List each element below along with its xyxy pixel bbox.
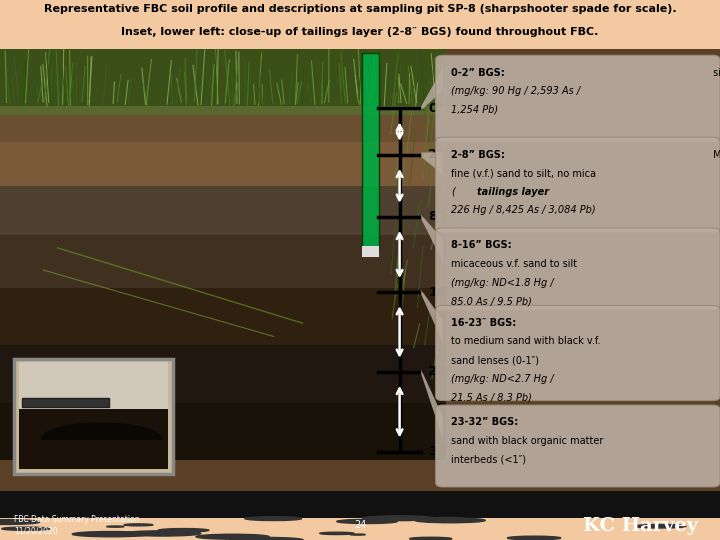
Text: 2-8” BGS:: 2-8” BGS: bbox=[451, 150, 505, 159]
Circle shape bbox=[337, 519, 397, 523]
Text: 226 Hg / 8,425 As / 3,084 Pb): 226 Hg / 8,425 As / 3,084 Pb) bbox=[451, 205, 596, 215]
Text: 8-16” BGS:: 8-16” BGS: bbox=[451, 240, 512, 251]
Text: 23″: 23″ bbox=[428, 366, 453, 379]
Text: fine (v.f.) sand to silt, no mica: fine (v.f.) sand to silt, no mica bbox=[451, 168, 596, 178]
Circle shape bbox=[320, 532, 354, 535]
Text: tailings layer: tailings layer bbox=[477, 187, 549, 197]
Circle shape bbox=[433, 517, 463, 519]
Circle shape bbox=[229, 537, 303, 540]
Text: 0″: 0″ bbox=[428, 102, 444, 115]
Text: sand with black organic matter: sand with black organic matter bbox=[451, 436, 604, 446]
FancyBboxPatch shape bbox=[14, 359, 173, 474]
Text: 85.0 As / 9.5 Pb): 85.0 As / 9.5 Pb) bbox=[451, 296, 532, 306]
Text: KC Harvey: KC Harvey bbox=[583, 517, 698, 535]
Text: interbeds (<1″): interbeds (<1″) bbox=[451, 455, 526, 464]
FancyBboxPatch shape bbox=[0, 49, 720, 491]
Polygon shape bbox=[421, 214, 443, 262]
FancyBboxPatch shape bbox=[436, 306, 720, 401]
Polygon shape bbox=[421, 68, 443, 111]
Circle shape bbox=[634, 524, 686, 528]
Text: (mg/kg: ND<2.7 Hg /: (mg/kg: ND<2.7 Hg / bbox=[451, 374, 554, 383]
Text: 11/20/2020: 11/20/2020 bbox=[14, 526, 58, 536]
Circle shape bbox=[410, 537, 452, 540]
Text: (mg/kg: ND<1.8 Hg /: (mg/kg: ND<1.8 Hg / bbox=[451, 278, 554, 287]
FancyBboxPatch shape bbox=[22, 397, 109, 407]
FancyBboxPatch shape bbox=[436, 228, 720, 310]
Circle shape bbox=[158, 529, 209, 532]
Circle shape bbox=[72, 531, 150, 537]
Text: 21.5 As / 8.3 Pb): 21.5 As / 8.3 Pb) bbox=[451, 392, 532, 402]
Circle shape bbox=[196, 534, 269, 539]
FancyBboxPatch shape bbox=[362, 53, 379, 248]
Circle shape bbox=[346, 519, 386, 522]
FancyBboxPatch shape bbox=[19, 362, 168, 409]
Polygon shape bbox=[421, 152, 443, 174]
Text: (: ( bbox=[451, 187, 455, 197]
FancyBboxPatch shape bbox=[436, 137, 720, 232]
FancyBboxPatch shape bbox=[436, 55, 720, 141]
Circle shape bbox=[124, 524, 153, 526]
Circle shape bbox=[1, 527, 50, 530]
Text: 1,254 Pb): 1,254 Pb) bbox=[451, 105, 498, 115]
FancyBboxPatch shape bbox=[0, 345, 446, 403]
Text: 16-23″ BGS:: 16-23″ BGS: bbox=[451, 318, 517, 328]
FancyBboxPatch shape bbox=[19, 406, 168, 469]
FancyBboxPatch shape bbox=[0, 115, 446, 141]
Circle shape bbox=[415, 518, 485, 523]
Text: silty loam; roots/OM: silty loam; roots/OM bbox=[710, 68, 720, 78]
FancyBboxPatch shape bbox=[0, 288, 446, 345]
Text: 16″: 16″ bbox=[428, 286, 453, 299]
Polygon shape bbox=[41, 423, 162, 439]
Text: 2″: 2″ bbox=[428, 148, 444, 161]
Polygon shape bbox=[421, 369, 443, 439]
Text: 24: 24 bbox=[354, 521, 366, 530]
Text: FBC Data Summary Presentation: FBC Data Summary Presentation bbox=[14, 515, 140, 524]
Text: sand lenses (0-1″): sand lenses (0-1″) bbox=[451, 355, 539, 365]
FancyBboxPatch shape bbox=[362, 246, 379, 256]
Text: Representative FBC soil profile and descriptions at sampling pit SP-8 (sharpshoo: Representative FBC soil profile and desc… bbox=[44, 4, 676, 15]
Text: Medium brown very: Medium brown very bbox=[710, 150, 720, 159]
Text: 32″: 32″ bbox=[428, 445, 453, 458]
FancyBboxPatch shape bbox=[0, 491, 720, 518]
Circle shape bbox=[124, 531, 201, 536]
Text: 0-2” BGS:: 0-2” BGS: bbox=[451, 68, 505, 78]
Text: (mg/kg: 90 Hg / 2,593 As /: (mg/kg: 90 Hg / 2,593 As / bbox=[451, 86, 580, 96]
Text: 23-32” BGS:: 23-32” BGS: bbox=[451, 417, 518, 428]
Circle shape bbox=[363, 516, 434, 521]
FancyBboxPatch shape bbox=[0, 186, 446, 234]
Circle shape bbox=[508, 536, 561, 540]
Text: micaceous v.f. sand to silt: micaceous v.f. sand to silt bbox=[451, 259, 577, 269]
FancyBboxPatch shape bbox=[0, 403, 446, 461]
Text: 8″: 8″ bbox=[428, 211, 444, 224]
FancyBboxPatch shape bbox=[0, 49, 446, 106]
FancyBboxPatch shape bbox=[0, 141, 446, 186]
FancyBboxPatch shape bbox=[0, 234, 446, 288]
Circle shape bbox=[245, 517, 302, 521]
Text: to medium sand with black v.f.: to medium sand with black v.f. bbox=[451, 336, 601, 347]
Polygon shape bbox=[421, 290, 443, 342]
Circle shape bbox=[107, 526, 124, 527]
FancyBboxPatch shape bbox=[436, 405, 720, 487]
Circle shape bbox=[350, 534, 365, 535]
Circle shape bbox=[0, 519, 40, 524]
Text: Inset, lower left: close-up of tailings layer (2-8″ BGS) found throughout FBC.: Inset, lower left: close-up of tailings … bbox=[121, 27, 599, 37]
FancyBboxPatch shape bbox=[0, 49, 446, 115]
